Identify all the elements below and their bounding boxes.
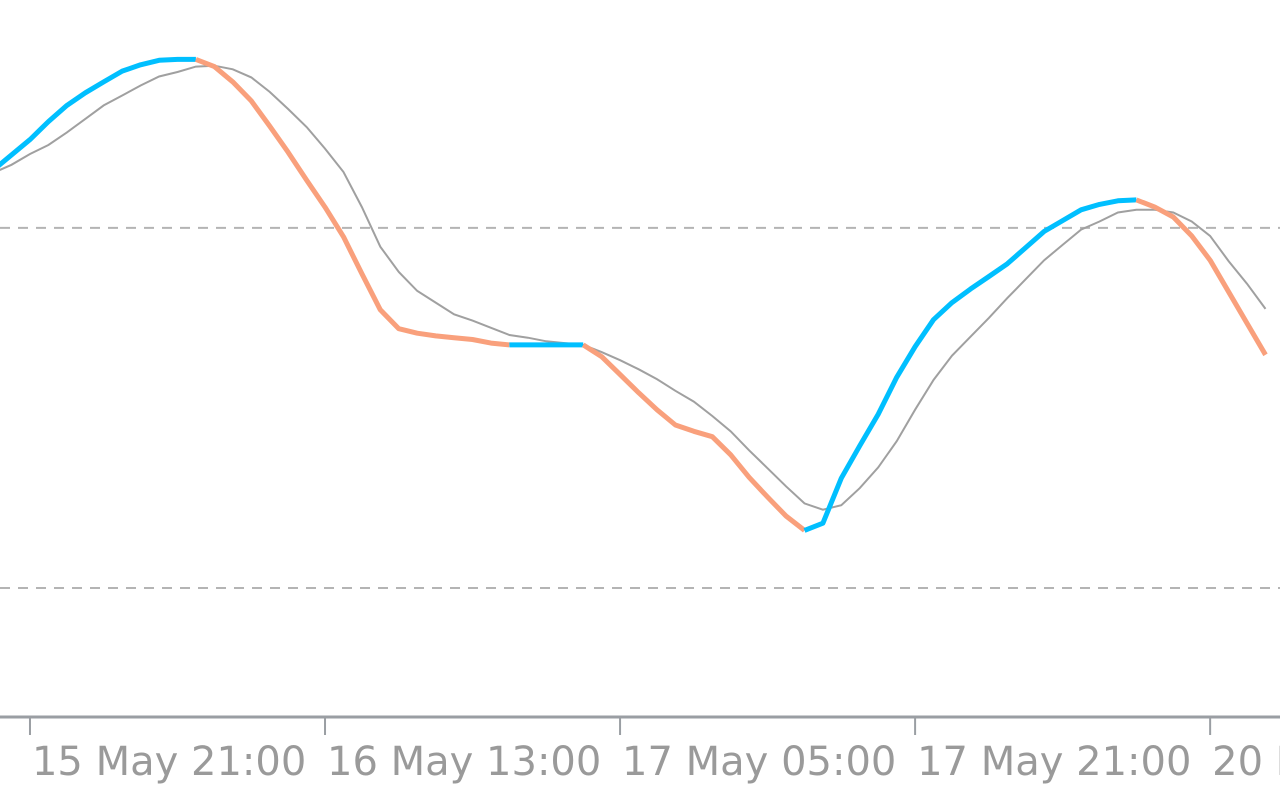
x-axis: 15 May 21:00 16 May 13:00 17 May 05:00 17 M…: [0, 715, 1280, 785]
signal-line: [0, 64, 1267, 511]
main-line-up: [803, 197, 1137, 533]
x-tick-label: 15 May 21:00: [32, 739, 306, 785]
main-line-down: [581, 342, 807, 533]
main-line-down: [1135, 197, 1268, 357]
main-line-up: [0, 56, 196, 168]
plot-area: [0, 56, 1280, 590]
x-tick-label: 16 May 13:00: [327, 739, 601, 785]
x-tick-label: 20 M: [1212, 739, 1280, 785]
main-line-down: [194, 57, 510, 348]
x-tick-label: 17 May 21:00: [917, 739, 1191, 785]
x-tick-label: 17 May 05:00: [622, 739, 896, 785]
